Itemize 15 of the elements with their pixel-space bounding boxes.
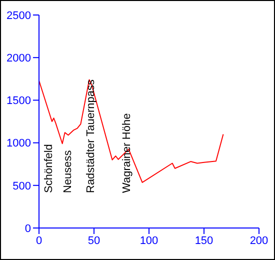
annotation: Wagrainer Höhe: [121, 113, 133, 193]
y-tick-label: 2000: [6, 52, 31, 65]
y-tick-label: 1500: [6, 95, 31, 108]
annotation: Neusess: [62, 150, 74, 193]
x-tick-label: 100: [140, 234, 158, 247]
y-tick-label: 500: [12, 180, 31, 192]
x-tick-label: 0: [36, 234, 42, 247]
y-tick-label: 0: [24, 222, 31, 235]
y-tick-label: 2500: [6, 10, 31, 22]
x-tick-label: 150: [194, 234, 214, 247]
y-tick-label: 1000: [6, 138, 31, 150]
x-tick-label: 200: [250, 234, 268, 247]
x-tick-label: 50: [88, 234, 100, 247]
annotation: Schönfeld: [43, 144, 55, 193]
annotation: Radstädter Tauernpass: [85, 78, 97, 193]
